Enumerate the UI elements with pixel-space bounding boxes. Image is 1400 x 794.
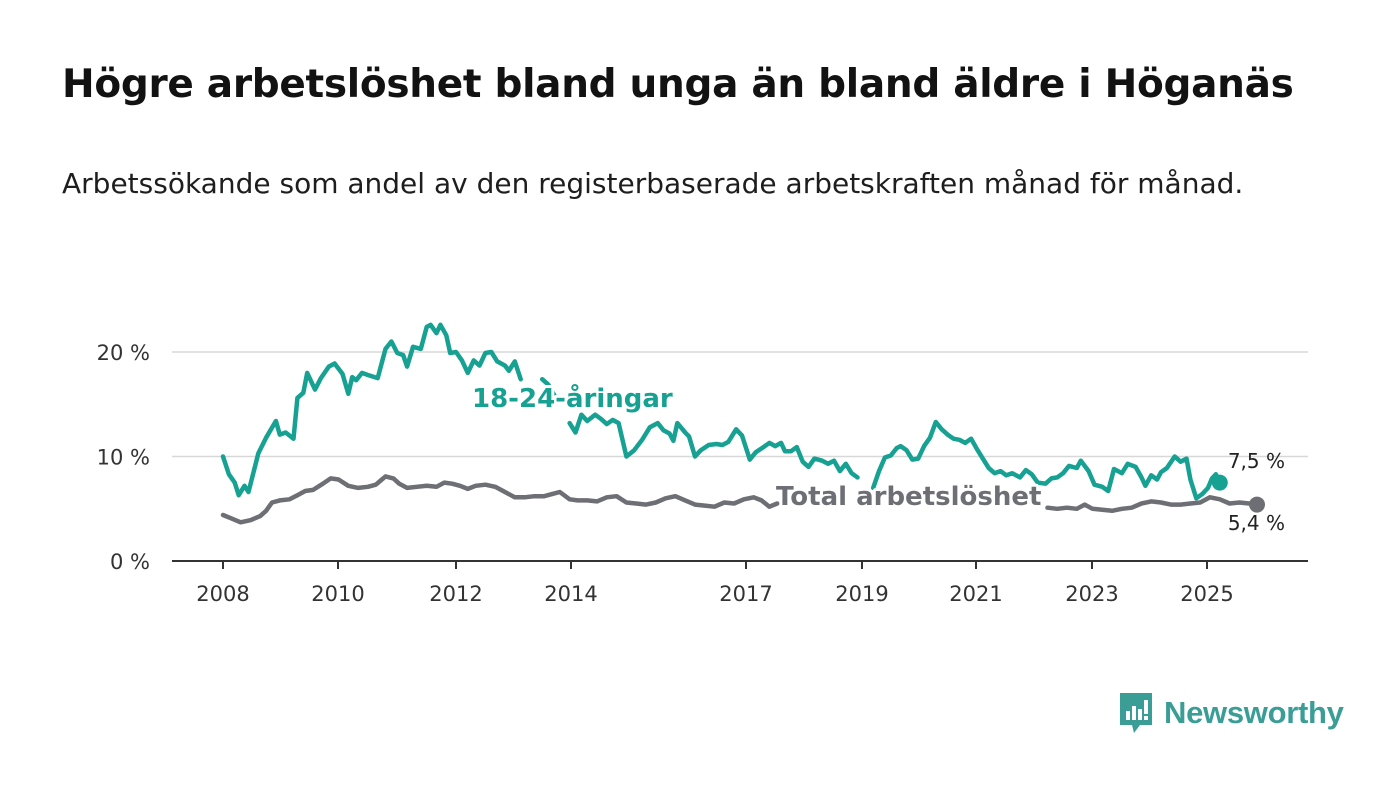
x-tick-label: 2023 [1065, 582, 1118, 606]
y-tick-label: 20 % [97, 341, 150, 365]
total-series-line-tail [1045, 495, 1260, 514]
youth-end-value: 7,5 % [1228, 449, 1285, 473]
axes: 0 % 10 % 20 % 2008 2010 2012 2014 2017 2019 2021 2… [97, 341, 1308, 606]
x-tick-label: 2021 [949, 582, 1002, 606]
brand-name: Newsworthy [1164, 695, 1344, 730]
series-lines [220, 322, 1265, 525]
youth-series-line [220, 322, 523, 498]
grid-lines [172, 351, 1308, 458]
total-series-label-halo: Total arbetslöshet [776, 482, 1041, 512]
y-tick-label: 0 % [110, 550, 150, 574]
chart-subtitle: Arbetssökande som andel av den registerb… [62, 167, 1244, 200]
newsworthy-logo-icon [1120, 693, 1152, 733]
x-tick-label: 2012 [429, 582, 482, 606]
chart-title: Högre arbetslöshet bland unga än bland ä… [62, 62, 1294, 107]
youth-end-point [1211, 474, 1228, 491]
newsworthy-brand[interactable]: Newsworthy [1118, 690, 1344, 736]
youth-series-line [539, 376, 559, 401]
x-tick-label: 2017 [719, 582, 772, 606]
total-end-value: 5,4 % [1228, 511, 1285, 535]
youth-series-line [567, 412, 860, 480]
total-series-label: Total arbetslöshet [776, 482, 1041, 512]
y-tick-label: 10 % [97, 446, 150, 470]
x-tick-label: 2025 [1180, 582, 1233, 606]
total-series-line [220, 474, 780, 525]
x-tick-label: 2019 [835, 582, 888, 606]
youth-series-label: 18-24-åringar [472, 382, 673, 414]
youth-series-line [870, 419, 1223, 501]
total-end-point [1249, 496, 1265, 513]
x-tick-label: 2014 [544, 582, 597, 606]
youth-series-label-halo: 18-24-åringar [472, 382, 673, 414]
x-tick-label: 2010 [311, 582, 364, 606]
x-tick-label: 2008 [196, 582, 249, 606]
